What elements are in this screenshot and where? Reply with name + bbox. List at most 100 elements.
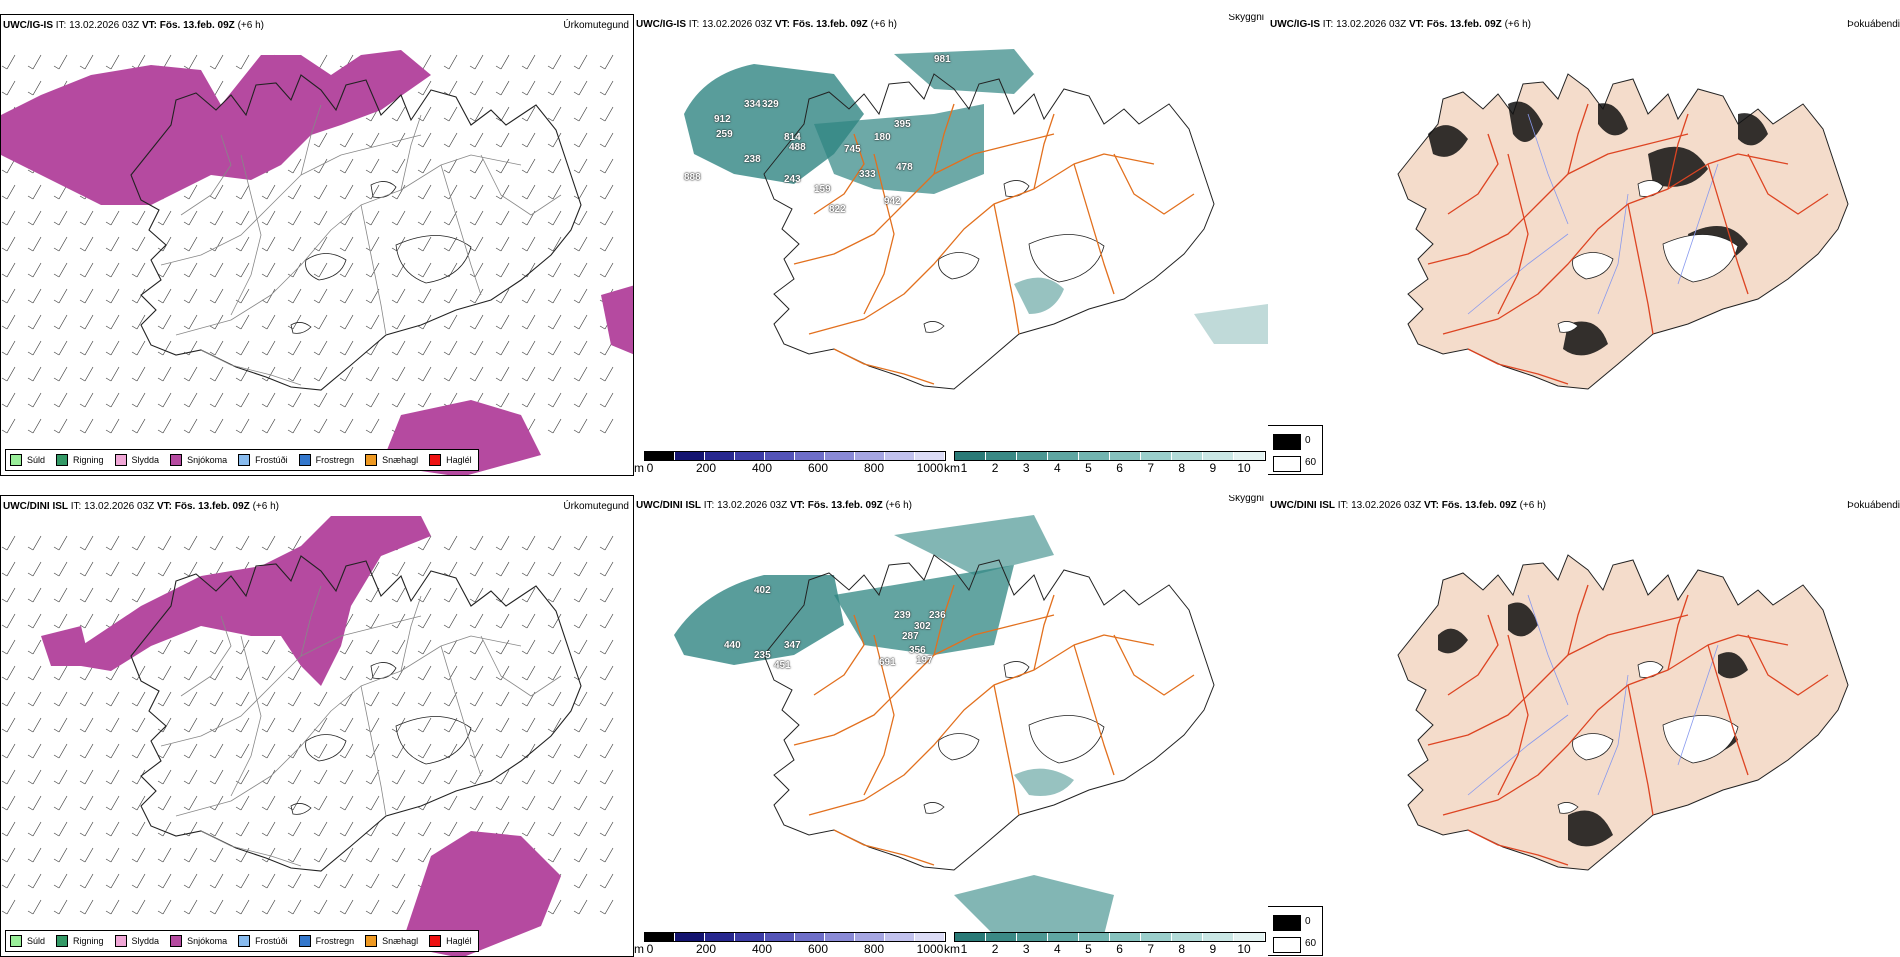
colorbar-cell: [1048, 933, 1079, 941]
lead-time: (+6 h): [1504, 19, 1531, 30]
colorbar-tick-label: 6: [1116, 461, 1123, 475]
ceiling-value-label: 451: [774, 660, 791, 671]
glacier-outline: [395, 235, 472, 284]
fog-legend-label: 0: [1305, 916, 1311, 927]
colorbar-cell: [675, 933, 705, 941]
legend-item: Súld: [10, 454, 45, 466]
legend-swatch: [298, 454, 311, 466]
colorbar-cell: [1172, 933, 1203, 941]
legend-swatch: [10, 454, 22, 466]
glacier-outline: [1637, 661, 1664, 678]
visibility-panel-name: Skyggni: [1228, 495, 1264, 504]
init-time: 13.02.2026 03Z: [84, 501, 155, 512]
colorbar-cell: [705, 452, 735, 460]
rivers: [1467, 594, 1719, 796]
legend-item: Snjókoma: [170, 454, 227, 466]
legend-item: Frostúði: [238, 454, 288, 466]
colorbar-unit: m: [634, 461, 644, 475]
ceiling-value-label: 259: [716, 129, 733, 140]
fog-legend-swatch: [1273, 434, 1301, 450]
glacier-outline: [1572, 252, 1614, 280]
colorbar-cell: [1110, 933, 1141, 941]
colorbar-tick-label: 400: [751, 942, 773, 956]
colorbar-cell: [795, 452, 825, 460]
fog-indicator-map: [1397, 554, 1849, 871]
colorbar-tick-label: 5: [1085, 942, 1092, 956]
low-visibility-area: [684, 64, 864, 184]
legend-label: Frostúði: [255, 455, 288, 465]
ceiling-value-label: 814: [784, 132, 801, 143]
colorbar-tick-label: 4: [1053, 942, 1061, 956]
glacier-outline: [290, 322, 312, 334]
colorbar-cell: [825, 452, 855, 460]
glacier-outline: [1557, 321, 1579, 333]
fog-area: [1508, 602, 1538, 637]
panel-title: UWC/DINI ISL IT: 13.02.2026 03Z VT: Fös.…: [3, 501, 279, 512]
ceiling-value-label: 691: [879, 657, 896, 668]
lead-time: (+6 h): [870, 19, 897, 30]
colorbar-tick-label: 200: [695, 461, 717, 475]
legend-item: Súld: [10, 935, 45, 947]
precip-type-map: [1, 516, 614, 956]
coastline: [130, 555, 582, 872]
model-name: UWC/IG-IS: [1270, 19, 1320, 30]
precip-legend: Súld Rigning Slydda Snjókoma Frostúði Frostre…: [5, 449, 479, 471]
colorbar-cell: [955, 452, 986, 460]
legend-label: Frostúði: [255, 936, 288, 946]
colorbar-cell: [855, 452, 885, 460]
colorbar-cell: [1079, 452, 1110, 460]
glacier-outline: [305, 253, 347, 281]
legend-swatch: [56, 935, 69, 947]
glacier-outline: [1662, 715, 1739, 764]
colorbar-tick-label: 200: [695, 942, 717, 956]
legend-label: Súld: [27, 455, 46, 465]
colorbar-tick-label: 6: [1116, 942, 1123, 956]
legend-item: Frostregn: [298, 454, 354, 466]
legend-swatch: [298, 935, 311, 947]
legend-label: Haglél: [446, 455, 472, 465]
low-visibility-area: [1194, 304, 1268, 344]
legend-swatch: [170, 454, 183, 466]
fog-area: [1438, 628, 1468, 654]
colorbar-tick-label: 400: [751, 461, 773, 475]
colorbar-cell: [765, 452, 795, 460]
low-visibility-area: [814, 104, 984, 194]
legend-swatch: [114, 935, 127, 947]
valid-label: VT:: [1408, 19, 1424, 30]
colorbar-cells: [954, 451, 1266, 461]
glacier-outline: [1662, 234, 1739, 283]
roads: [793, 103, 1195, 385]
init-label: IT:: [703, 500, 715, 511]
glacier-outline: [1028, 234, 1105, 283]
roads: [160, 585, 562, 867]
colorbar-cell: [1203, 452, 1234, 460]
colorbar-cell: [915, 452, 945, 460]
legend-swatch: [429, 935, 442, 947]
glacier-outline: [938, 733, 980, 761]
ceiling-value-label: 239: [894, 610, 911, 621]
colorbar-tick-label: 7: [1147, 942, 1154, 956]
glacier-outline: [1572, 733, 1614, 761]
glacier-outline: [1003, 180, 1030, 197]
valid-label: VT:: [156, 501, 172, 512]
legend-item: Snæhagl: [365, 935, 418, 947]
snow-area: [1, 50, 431, 205]
fog-area: [1718, 652, 1748, 679]
colorbar-cell: [915, 933, 945, 941]
colorbar-tick-label: 2: [991, 461, 999, 475]
legend-swatch: [114, 454, 127, 466]
colorbar-cell: [855, 933, 885, 941]
colorbar-tick-label: 0: [646, 461, 654, 475]
init-time: 13.02.2026 03Z: [717, 500, 788, 511]
colorbar-cell: [735, 933, 765, 941]
colorbar-tick-label: 3: [1022, 942, 1030, 956]
fog-area: [1563, 321, 1608, 356]
ceiling-value-label: 236: [929, 610, 946, 621]
ceiling-value-label: 395: [894, 119, 911, 130]
valid-label: VT:: [141, 20, 157, 31]
low-visibility-area: [834, 565, 1014, 655]
legend-item: Snjókoma: [170, 935, 227, 947]
legend-swatch: [365, 454, 378, 466]
panel-title: UWC/DINI ISL IT: 13.02.2026 03Z VT: Fös.…: [636, 500, 912, 511]
panel-title: UWC/IG-IS IT: 13.02.2026 03Z VT: Fös. 13…: [3, 20, 264, 31]
